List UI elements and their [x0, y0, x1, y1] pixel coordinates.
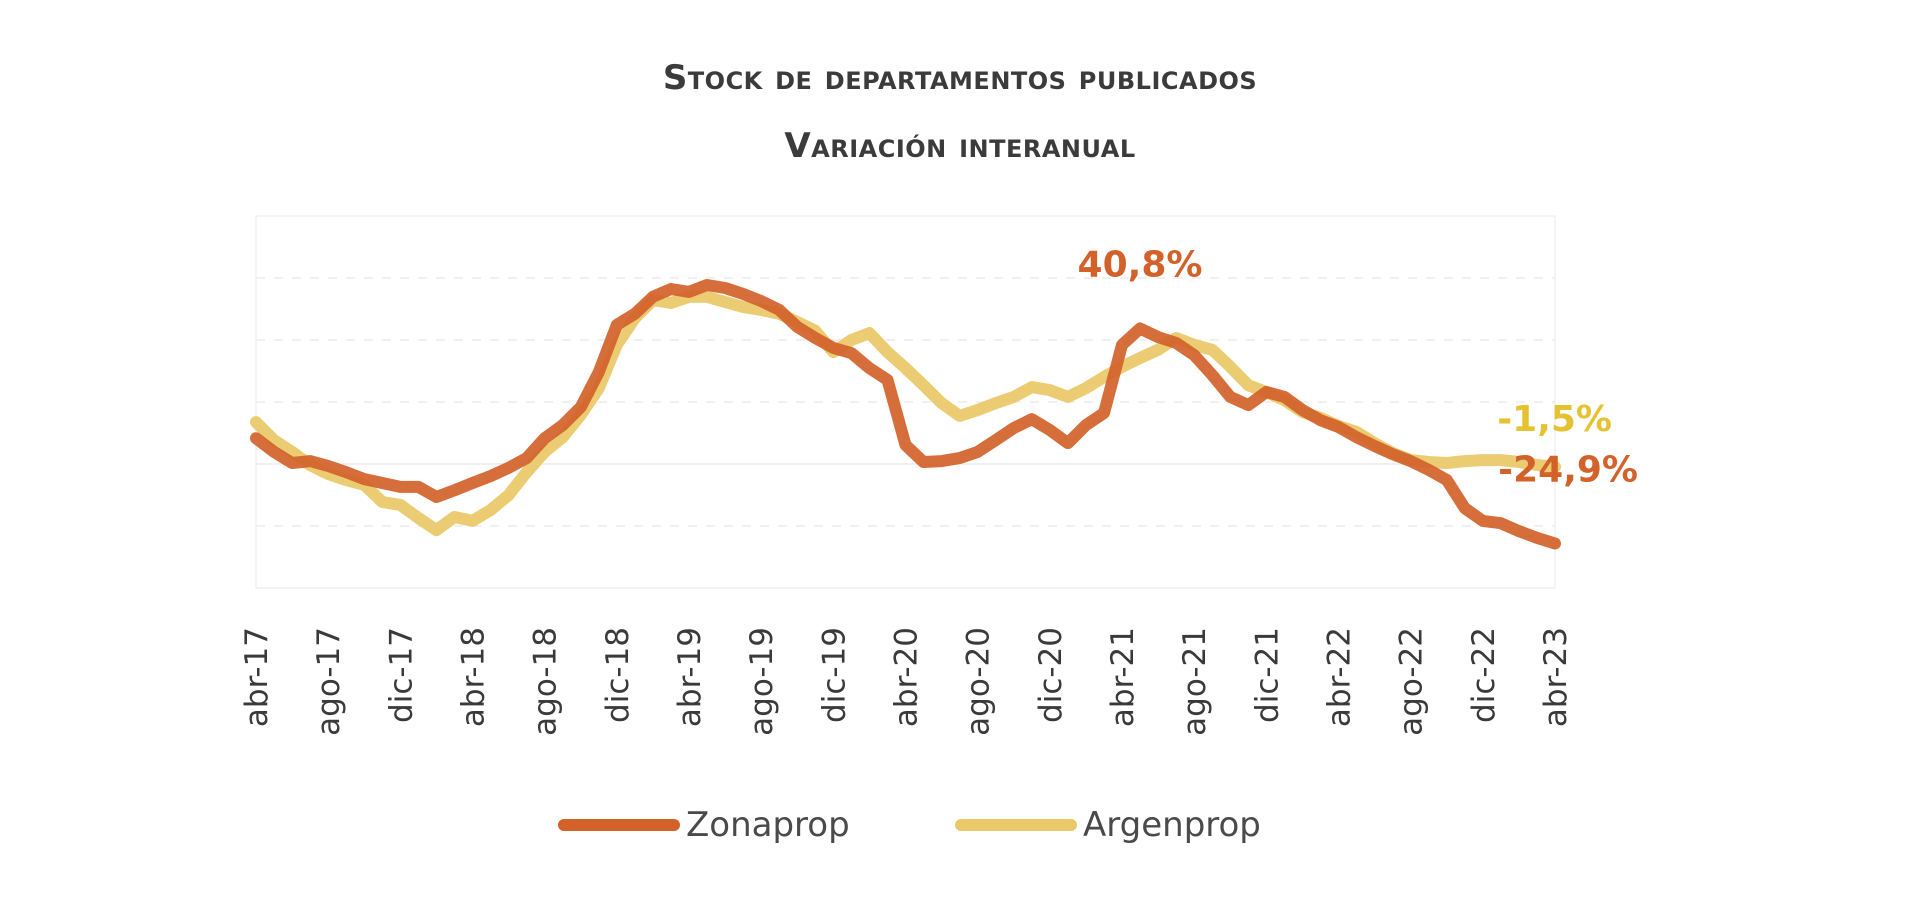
x-tick-label: ago-20: [961, 627, 997, 736]
x-tick-label: dic-21: [1249, 627, 1285, 723]
annotations: 40,8% -1,5% -24,9%: [1078, 245, 1638, 491]
data-label: -1,5%: [1497, 399, 1612, 440]
legend-swatch-argenprop: [955, 819, 1077, 831]
legend-label-argenprop: Argenprop: [1083, 805, 1261, 845]
x-tick-label: dic-19: [816, 627, 852, 723]
x-tick-label: abr-19: [672, 627, 708, 727]
x-tick-label: ago-17: [311, 627, 347, 736]
x-tick-label: abr-23: [1538, 627, 1574, 727]
x-tick-label: ago-22: [1394, 627, 1430, 736]
x-tick-label: dic-20: [1033, 627, 1069, 723]
x-tick-label: dic-18: [600, 627, 636, 723]
gridlines: [255, 215, 1556, 589]
legend: Zonaprop Argenprop: [0, 800, 1920, 850]
data-label: -24,9%: [1498, 450, 1638, 491]
legend-item-zonaprop[interactable]: Zonaprop: [558, 800, 850, 850]
x-tick-label: dic-17: [383, 627, 419, 723]
series-line-zonaprop: [250, 279, 1561, 550]
x-tick-label: abr-20: [889, 627, 925, 727]
series-lines: [250, 279, 1561, 550]
x-tick-label: abr-18: [456, 627, 492, 727]
x-axis-ticks: abr-17 ago-17 dic-17 abr-18 ago-18 dic-18 abr-…: [239, 627, 1574, 736]
legend-swatch-zonaprop: [558, 819, 680, 831]
x-tick-label: ago-21: [1177, 627, 1213, 736]
x-tick-label: ago-18: [528, 627, 564, 736]
chart-subtitle: Variación interanual: [784, 126, 1136, 166]
x-tick-label: abr-17: [239, 627, 275, 727]
x-tick-label: dic-22: [1466, 627, 1502, 723]
legend-label-zonaprop: Zonaprop: [686, 805, 850, 845]
data-label: 40,8%: [1078, 245, 1203, 286]
chart-title: Stock de departamentos publicados: [662, 58, 1258, 98]
x-tick-label: ago-19: [744, 627, 780, 736]
x-tick-label: abr-21: [1105, 627, 1141, 727]
x-tick-label: abr-22: [1322, 627, 1358, 727]
legend-item-argenprop[interactable]: Argenprop: [955, 800, 1261, 850]
